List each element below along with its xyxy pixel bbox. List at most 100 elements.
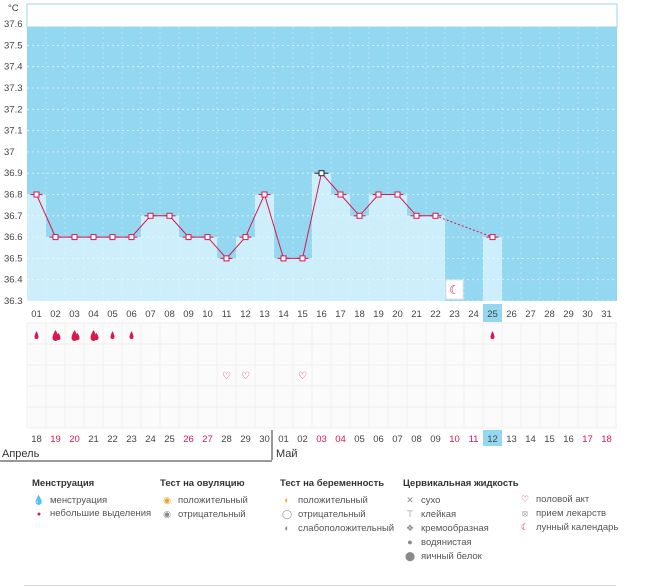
temp-bar	[27, 194, 46, 301]
cycle-day-label: 22	[430, 309, 441, 320]
legend-item: 💧 менструация	[32, 493, 151, 507]
y-tick-label: 36.3	[4, 296, 23, 307]
temp-point	[375, 191, 382, 198]
cycle-day-label: 04	[88, 309, 99, 320]
creamy-icon: ❖	[405, 523, 415, 533]
temp-bar	[84, 237, 103, 301]
month-labels: Апрель Май	[0, 430, 298, 462]
calendar-day-label: 14	[525, 434, 536, 445]
cycle-day-label: 24	[468, 309, 479, 320]
cycle-day-label: 28	[544, 309, 555, 320]
temp-point	[204, 234, 211, 241]
calendar-day-label: 16	[563, 434, 574, 445]
temp-bar	[122, 237, 141, 301]
legend-menstruation: Менструация 💧 менструация ● небольшие выде…	[32, 478, 151, 521]
legend-item: ● водянистая	[403, 535, 519, 549]
legend-item: ⦻ прием лекарств	[518, 506, 618, 520]
calendar-day-label: 19	[50, 434, 61, 445]
temp-point	[71, 234, 78, 241]
calendar-day-label: 04	[335, 434, 346, 445]
temp-bar	[407, 215, 426, 301]
calendar-day-label: 22	[107, 434, 118, 445]
negative-test-icon: ◉	[163, 509, 171, 519]
temp-bar	[312, 173, 331, 301]
bbt-chart: 37.6 37.5 37.4 37.3 37.2 37.1 37 36.9 36.8 36.7 36…	[0, 3, 618, 462]
y-tick-label: 36.4	[4, 275, 23, 286]
cycle-day-label: 08	[164, 309, 175, 320]
legend-item: ☾ лунный календарь	[518, 520, 618, 534]
cycle-day-label: 14	[278, 309, 289, 320]
cycle-day-label: 06	[126, 309, 137, 320]
legend-label: половой акт	[536, 494, 590, 505]
legend-label: отрицательный	[178, 509, 246, 520]
unit-label: °C	[8, 3, 19, 14]
legend-item: ❖ кремообразная	[403, 521, 519, 535]
dry-icon: ✕	[406, 495, 414, 505]
temp-bar	[198, 237, 217, 301]
y-tick-label: 36.5	[4, 253, 23, 264]
y-tick-label: 36.9	[4, 168, 23, 179]
cycle-day-label: 23	[449, 309, 460, 320]
positive-pregnancy-icon: ◐	[284, 495, 290, 505]
legend-label: лунный календарь	[536, 522, 619, 533]
y-tick-label: 37.6	[4, 19, 23, 30]
moon-icon: ☾	[449, 283, 460, 297]
rows-bg	[27, 323, 617, 428]
cycle-day-label: 15	[297, 309, 308, 320]
cycle-day-label: 07	[145, 309, 156, 320]
temp-point	[223, 255, 230, 262]
legend-label: водянистая	[421, 537, 472, 548]
highlight-cell	[483, 304, 502, 322]
calendar-day-label: 13	[506, 434, 517, 445]
temp-bar	[179, 237, 198, 301]
cycle-day-label: 30	[582, 309, 593, 320]
legend-item: ⬤ яичный белок	[403, 549, 519, 563]
temp-point	[90, 234, 97, 241]
cycle-day-label: 01	[31, 309, 42, 320]
spotting-icon	[129, 331, 134, 339]
legend-cervical-fluid: Цервикальная жидкость ✕ сухо ⊤ клейкая ❖ кр…	[403, 478, 519, 563]
legend-label: небольшие выделения	[50, 508, 152, 519]
temperature-points	[30, 170, 499, 262]
y-tick-label: 36.8	[4, 190, 23, 201]
heart-icon: ♡	[298, 371, 307, 382]
calendar-day-label: 15	[544, 434, 555, 445]
calendar-day-label: 01	[278, 434, 289, 445]
temp-point	[261, 191, 268, 198]
legend-label: клейкая	[421, 509, 457, 520]
temp-bar	[369, 194, 388, 301]
calendar-day-label: 24	[145, 434, 156, 445]
cycle-day-label: 19	[373, 309, 384, 320]
calendar-day-label: 12	[487, 434, 498, 445]
legend-item: ◐ положительный	[280, 493, 394, 507]
temp-point	[33, 191, 40, 198]
legend-divider	[24, 585, 616, 586]
temp-point	[413, 212, 420, 219]
temp-bar	[388, 194, 407, 301]
egg-white-icon: ⬤	[404, 551, 416, 561]
temp-bar	[350, 215, 369, 301]
positive-test-icon: ◉	[163, 495, 171, 505]
calendar-day-label: 03	[316, 434, 327, 445]
heart-icon: ♡	[241, 371, 250, 382]
legend-item: ✕ сухо	[403, 493, 519, 507]
temp-point	[109, 234, 116, 241]
temp-bar	[217, 258, 236, 301]
legend-label: кремообразная	[421, 523, 489, 534]
temp-point	[242, 234, 249, 241]
temp-bar	[46, 237, 65, 301]
calendar-day-label: 05	[354, 434, 365, 445]
temp-bar	[331, 194, 350, 301]
legend-label: яичный белок	[421, 551, 482, 562]
legend-item: ⊤ клейкая	[403, 507, 519, 521]
legend-item: ◉ отрицательный	[160, 507, 248, 521]
cycle-day-label: 29	[563, 309, 574, 320]
cycle-day-label: 18	[354, 309, 365, 320]
temp-bar	[65, 237, 84, 301]
cycle-day-label: 17	[335, 309, 346, 320]
y-tick-label: 37.3	[4, 83, 23, 94]
calendar-day-label: 18	[601, 434, 612, 445]
cycle-day-axis: 01 02 03 04 05 06 07 08 09 10 11 12 13 14 15 16 17 18 19 20…	[31, 304, 612, 322]
temp-bar	[236, 237, 255, 301]
heart-icon: ♡	[222, 371, 231, 382]
